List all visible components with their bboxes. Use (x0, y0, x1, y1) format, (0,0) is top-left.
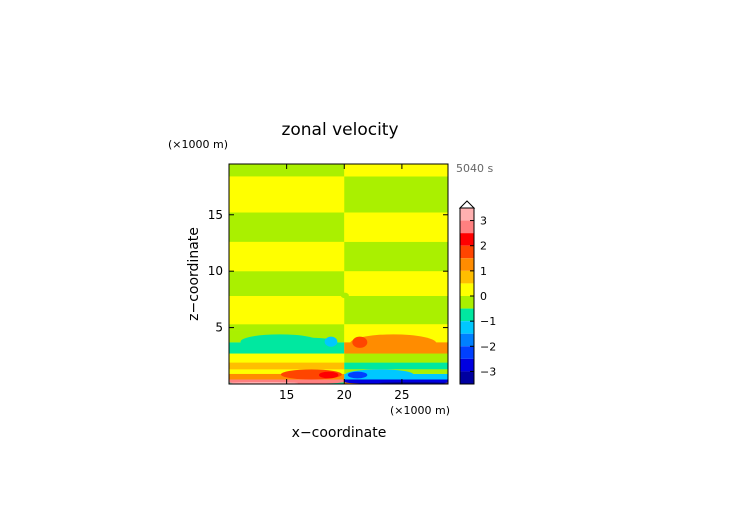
colorbar-cell-12 (460, 358, 474, 372)
colorbar-cell-2 (460, 233, 474, 246)
plot-area (228, 163, 449, 385)
x-tick-marks (286, 164, 403, 384)
band-left-13 (229, 176, 345, 213)
x-tick-label-15: 15 (279, 388, 294, 402)
y-unit-label: (×1000 m) (168, 138, 228, 151)
plot-frame (228, 163, 449, 385)
colorbar-cell-5 (460, 270, 474, 284)
band-right-11 (344, 241, 448, 272)
band-right-12 (344, 212, 448, 242)
x-tick-label-20: 20 (337, 388, 352, 402)
colorbar-tick-label-3: 0 (480, 290, 487, 303)
feature-2 (286, 337, 337, 347)
feature-8 (318, 371, 339, 379)
band-right-10 (344, 271, 448, 296)
chart-title: zonal velocity (281, 120, 398, 140)
y-tick-marks (229, 214, 448, 329)
colorbar-cell-13 (460, 371, 474, 384)
x-unit-label: (×1000 m) (390, 404, 450, 417)
colorbar-extend-arrow (458, 200, 476, 209)
y-tick-label-5: 5 (215, 321, 223, 335)
colorbar-cell-0 (460, 208, 474, 221)
band-right-13 (344, 176, 448, 213)
feature-6 (352, 336, 368, 348)
colorbar-tick-label-5: −2 (480, 340, 496, 353)
colorbar-tick-label-4: −1 (480, 315, 496, 328)
feature-15 (340, 292, 349, 299)
colorbar-cell-3 (460, 245, 474, 259)
colorbar-ticks: 3 2 1 0 −1 −2 −3 (470, 215, 496, 378)
band-right-9 (344, 296, 448, 325)
band-left-4 (229, 362, 345, 370)
colorbar-cell-10 (460, 333, 474, 347)
colorbar-cell-4 (460, 258, 474, 271)
colorbar-cell-11 (460, 346, 474, 359)
y-tick-label-15: 15 (208, 208, 223, 222)
y-tick-label-10: 10 (208, 264, 223, 278)
colorbar-cell-6 (460, 283, 474, 296)
velocity-features (229, 292, 448, 384)
colorbar-cell-7 (460, 296, 474, 309)
band-left-5 (229, 353, 345, 363)
feature-3 (324, 336, 338, 347)
colorbar-cell-1 (460, 220, 474, 234)
colorbar-cell-9 (460, 321, 474, 334)
band-left-9 (229, 296, 345, 325)
colorbar-cell-8 (460, 308, 474, 322)
feature-10 (347, 371, 368, 379)
band-right-4 (344, 362, 448, 370)
band-right-8 (344, 324, 448, 331)
band-left-11 (229, 241, 345, 272)
y-tick-labels: 5 10 15 (208, 208, 223, 335)
y-axis-label: z−coordinate (186, 227, 202, 321)
band-left-14 (229, 164, 345, 177)
colorbar-tick-label-1: 2 (480, 240, 487, 253)
colorbar-cells (460, 208, 474, 384)
feature-5 (348, 341, 448, 353)
band-left-10 (229, 271, 345, 296)
band-right-5 (344, 353, 448, 363)
x-tick-label-25: 25 (394, 388, 409, 402)
colorbar: 3 2 1 0 −1 −2 −3 (458, 200, 496, 385)
x-tick-labels: 15 20 25 (279, 388, 410, 402)
feature-12 (229, 381, 299, 384)
x-axis-label: x−coordinate (292, 425, 387, 441)
colorbar-tick-label-2: 1 (480, 265, 487, 278)
band-left-8 (229, 324, 345, 331)
feature-14 (378, 381, 448, 384)
colorbar-tick-label-6: −3 (480, 365, 496, 378)
band-right-14 (344, 164, 448, 177)
colorbar-tick-label-0: 3 (480, 215, 487, 228)
band-left-12 (229, 212, 345, 242)
time-label: 5040 s (456, 162, 493, 175)
